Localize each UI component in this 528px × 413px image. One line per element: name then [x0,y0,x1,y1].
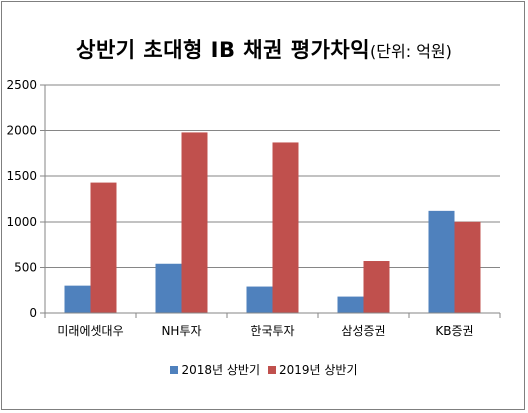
x-category-label: 한국투자 [250,324,294,338]
x-axis-categories: 미래에셋대우 NH투자 한국투자 삼성증권 KB증권 [57,324,473,338]
legend-label: 2019년 상반기 [279,363,358,377]
chart-unit-label: (단위: 억원) [370,42,452,61]
y-axis-ticks: 0 500 1000 1500 2000 2500 [6,78,45,320]
x-category-label: NH투자 [161,324,201,338]
y-tick-label: 1000 [6,215,37,229]
legend-item-1: 2019년 상반기 [268,361,358,378]
legend-item-0: 2018년 상반기 [170,361,260,378]
x-category-label: 삼성증권 [341,324,385,338]
bar-1-4 [454,221,481,313]
legend-swatch [170,366,179,374]
bar-0-3 [337,296,364,313]
bar-0-4 [428,210,455,313]
bar-1-3 [363,261,390,313]
y-tick-label: 500 [14,260,37,274]
legend-label: 2018년 상반기 [181,363,260,377]
chart-title-block: 상반기 초대형 IB 채권 평가차익(단위: 억원) [0,34,528,64]
y-tick-label: 0 [29,306,37,320]
legend-swatch [268,366,276,374]
chart-title: 상반기 초대형 IB 채권 평가차익 [76,38,371,62]
axes [44,85,501,318]
y-tick-label: 2500 [6,78,37,92]
bar-0-1 [155,263,182,313]
legend: 2018년 상반기 2019년 상반기 [0,361,528,378]
y-tick-label: 1500 [6,169,37,183]
x-category-label: KB증권 [435,324,473,338]
bar-0-0 [64,285,91,313]
x-category-label: 미래에셋대우 [57,324,123,338]
bar-1-1 [181,132,208,313]
bar-1-0 [90,182,117,313]
bars [64,132,481,313]
y-tick-label: 2000 [6,124,37,138]
bar-0-2 [246,286,273,313]
bar-1-2 [272,142,299,313]
